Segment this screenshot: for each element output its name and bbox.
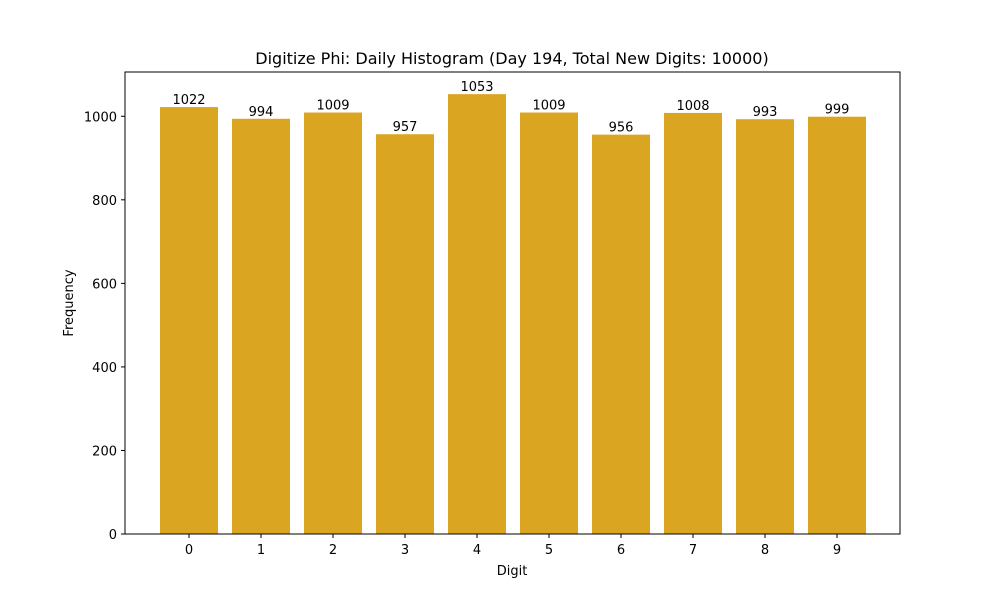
x-tick-label: 2 [329,543,337,558]
x-tick-label: 9 [833,543,841,558]
bar-value-label: 993 [753,105,778,120]
x-tick-label: 8 [761,543,769,558]
plot-frame [124,71,901,535]
bar-digit-3 [376,134,434,534]
x-tick-label: 7 [689,543,697,558]
x-tick-label: 3 [401,543,409,558]
y-tick-label: 800 [92,194,117,209]
y-tick-label: 200 [92,444,117,459]
bar-value-labels: 1022 994 1009 957 1053 1009 956 1008 993 999 [172,80,849,136]
x-axis-ticks: 0 1 2 3 4 5 6 7 8 9 [185,534,841,558]
x-tick-label: 5 [545,543,553,558]
x-tick-label: 6 [617,543,625,558]
bar-value-label: 957 [393,120,418,135]
bar-digit-5 [520,112,578,535]
bar-value-label: 1008 [676,99,709,114]
bars-group [160,94,866,535]
bar-digit-6 [592,134,650,534]
bar-digit-4 [448,94,506,534]
bar-value-label: 999 [825,103,850,118]
bar-digit-8 [736,119,794,535]
x-tick-label: 1 [257,543,265,558]
bar-digit-9 [808,116,866,535]
y-tick-label: 1000 [84,110,117,125]
bar-digit-1 [232,118,290,534]
bar-digit-0 [160,107,218,534]
bar-value-label: 1009 [316,99,349,114]
bar-value-label: 956 [609,121,634,136]
y-tick-label: 600 [92,277,117,292]
y-axis-ticks: 0 200 400 600 800 1000 [84,110,125,543]
bar-value-label: 1009 [532,99,565,114]
bar-value-label: 1022 [172,93,205,108]
bar-value-label: 1053 [460,80,493,95]
chart-title: Digitize Phi: Daily Histogram (Day 194, … [255,49,768,68]
x-tick-label: 0 [185,543,193,558]
y-tick-label: 0 [109,528,117,543]
bar-value-label: 994 [249,105,274,120]
y-tick-label: 400 [92,361,117,376]
x-axis-label: Digit [497,564,528,579]
bar-digit-2 [304,112,362,535]
bar-digit-7 [664,112,722,534]
x-tick-label: 4 [473,543,481,558]
y-axis-label: Frequency [62,269,77,336]
